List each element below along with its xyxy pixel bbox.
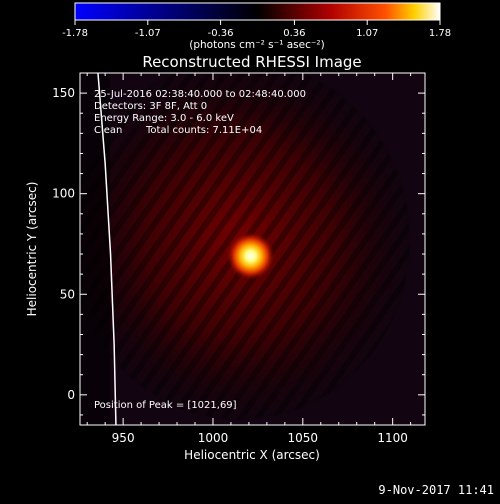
colorbar-tick-label: 1.07: [356, 28, 378, 39]
x-tick-label: 1050: [288, 431, 319, 445]
peak-source: [226, 232, 275, 281]
y-axis: 0 50 100 150: [52, 72, 425, 416]
annotation-block: 25-Jul-2016 02:38:40.000 to 02:48:40.000…: [94, 89, 306, 136]
colorbar-tick-label: 0.36: [283, 28, 305, 39]
annotation-clean: Clean: [94, 125, 122, 136]
colorbar: -1.78 -1.07 -0.36 0.36 1.07 1.78 (photons cm⁻…: [62, 2, 451, 51]
x-axis-label: Heliocentric X (arcsec): [184, 448, 320, 462]
x-tick-label: 950: [112, 431, 135, 445]
peak-position-label: Position of Peak = [1021,69]: [94, 400, 237, 411]
annotation-time-range: 25-Jul-2016 02:38:40.000 to 02:48:40.000: [94, 89, 306, 100]
y-tick-label: 100: [52, 187, 75, 201]
limb-shadow: [80, 73, 110, 425]
solar-limb-line: [97, 73, 117, 425]
x-tick-label: 1100: [377, 431, 408, 445]
y-tick-label: 0: [67, 388, 75, 402]
footer-timestamp: 9-Nov-2017 11:41: [378, 483, 494, 497]
plot-frame: [79, 72, 426, 426]
y-tick-label: 150: [52, 86, 75, 100]
chart-title: Reconstructed RHESSI Image: [142, 53, 361, 71]
colorbar-tick-label: 1.78: [429, 28, 451, 39]
annotation-detectors: Detectors: 3F 8F, Att 0: [94, 101, 207, 112]
y-tick-label: 50: [60, 287, 75, 301]
colorbar-tick-label: -0.36: [208, 28, 234, 39]
annotation-total-counts: Total counts: 7.11E+04: [145, 125, 262, 136]
y-axis-label: Heliocentric Y (arcsec): [25, 182, 39, 317]
colorbar-gradient: [74, 2, 441, 21]
colorbar-ticks: -1.78 -1.07 -0.36 0.36 1.07 1.78: [62, 20, 451, 39]
colorbar-tick-label: -1.07: [135, 28, 161, 39]
x-axis: 950 1000 1050 1100: [86, 73, 412, 445]
annotation-energy-range: Energy Range: 3.0 - 6.0 keV: [94, 113, 234, 124]
plot-area: [80, 73, 425, 425]
x-tick-label: 1000: [198, 431, 229, 445]
colorbar-units-label: (photons cm⁻² s⁻¹ asec⁻²): [189, 39, 324, 51]
colorbar-tick-label: -1.78: [62, 28, 88, 39]
